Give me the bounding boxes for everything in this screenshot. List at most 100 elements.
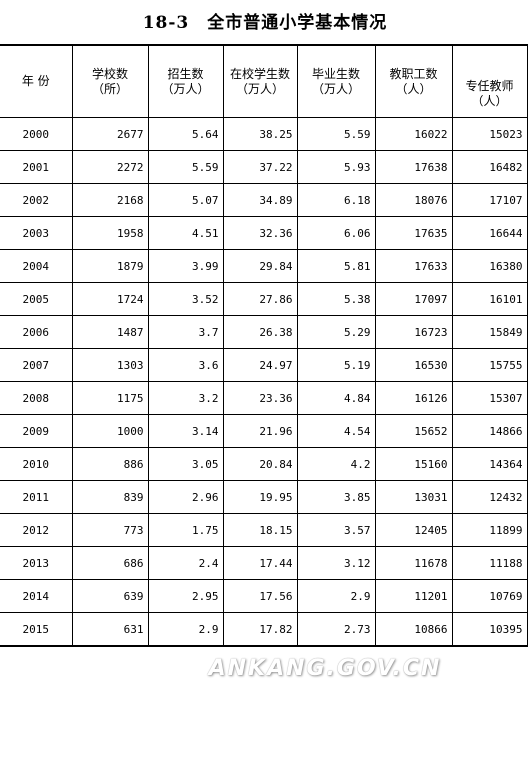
cell-staff: 16126 (375, 381, 453, 415)
cell-schools: 639 (72, 579, 149, 613)
cell-year: 2001 (0, 150, 73, 184)
page-title: 18-3 全市普通小学基本情况 (142, 13, 388, 33)
cell-schools: 2677 (72, 117, 149, 151)
cell-staff: 17635 (375, 216, 453, 250)
cell-enrollment: 3.14 (148, 414, 224, 448)
cell-graduates: 2.9 (297, 579, 376, 613)
cell-year: 2005 (0, 282, 73, 316)
cell-graduates: 5.38 (297, 282, 376, 316)
table-row: 2009 1000 3.14 21.96 4.54 15652 14866 (0, 414, 528, 448)
cell-teachers: 17107 (452, 183, 528, 217)
cell-enrollment: 2.4 (148, 546, 224, 580)
table-row: 2007 1303 3.6 24.97 5.19 16530 15755 (0, 348, 528, 382)
header-schools: 学校数 （所） (72, 44, 149, 118)
cell-enrollment: 2.96 (148, 480, 224, 514)
cell-students: 27.86 (223, 282, 298, 316)
cell-year: 2014 (0, 579, 73, 613)
cell-teachers: 11188 (452, 546, 528, 580)
cell-schools: 2272 (72, 150, 149, 184)
cell-students: 19.95 (223, 480, 298, 514)
cell-teachers: 12432 (452, 480, 528, 514)
stats-table: 年 份 学校数 （所） 招生数 （万人） 在校学生数 （万人） 毕业生数 （万人） 教职… (0, 44, 528, 647)
cell-students: 34.89 (223, 183, 298, 217)
cell-year: 2010 (0, 447, 73, 481)
cell-year: 2003 (0, 216, 73, 250)
cell-schools: 2168 (72, 183, 149, 217)
cell-staff: 18076 (375, 183, 453, 217)
cell-teachers: 11899 (452, 513, 528, 547)
cell-staff: 15652 (375, 414, 453, 448)
cell-teachers: 16482 (452, 150, 528, 184)
table-row: 2005 1724 3.52 27.86 5.38 17097 16101 (0, 282, 528, 316)
cell-graduates: 3.57 (297, 513, 376, 547)
cell-students: 17.56 (223, 579, 298, 613)
cell-teachers: 16644 (452, 216, 528, 250)
table-row: 2010 886 3.05 20.84 4.2 15160 14364 (0, 447, 528, 481)
cell-year: 2000 (0, 117, 73, 151)
cell-year: 2012 (0, 513, 73, 547)
site-watermark: ANKANG.GOV.CN (208, 656, 442, 681)
header-teachers: 专任教师 （人） (452, 44, 528, 118)
cell-students: 17.44 (223, 546, 298, 580)
cell-teachers: 15023 (452, 117, 528, 151)
table-row: 2003 1958 4.51 32.36 6.06 17635 16644 (0, 216, 528, 250)
cell-enrollment: 3.7 (148, 315, 224, 349)
cell-schools: 773 (72, 513, 149, 547)
cell-schools: 839 (72, 480, 149, 514)
cell-staff: 12405 (375, 513, 453, 547)
cell-enrollment: 3.05 (148, 447, 224, 481)
cell-schools: 1879 (72, 249, 149, 283)
cell-students: 21.96 (223, 414, 298, 448)
cell-students: 23.36 (223, 381, 298, 415)
cell-enrollment: 4.51 (148, 216, 224, 250)
cell-teachers: 14866 (452, 414, 528, 448)
cell-enrollment: 3.99 (148, 249, 224, 283)
cell-staff: 17633 (375, 249, 453, 283)
cell-students: 18.15 (223, 513, 298, 547)
cell-year: 2009 (0, 414, 73, 448)
cell-staff: 17097 (375, 282, 453, 316)
cell-schools: 1303 (72, 348, 149, 382)
header-graduates: 毕业生数 （万人） (297, 44, 376, 118)
cell-enrollment: 3.52 (148, 282, 224, 316)
cell-year: 2015 (0, 612, 73, 647)
cell-graduates: 4.2 (297, 447, 376, 481)
table-row: 2014 639 2.95 17.56 2.9 11201 10769 (0, 579, 528, 613)
cell-graduates: 3.12 (297, 546, 376, 580)
cell-year: 2008 (0, 381, 73, 415)
cell-staff: 11201 (375, 579, 453, 613)
table-row: 2002 2168 5.07 34.89 6.18 18076 17107 (0, 183, 528, 217)
cell-graduates: 6.06 (297, 216, 376, 250)
table-row: 2001 2272 5.59 37.22 5.93 17638 16482 (0, 150, 528, 184)
cell-schools: 1175 (72, 381, 149, 415)
table-row: 2015 631 2.9 17.82 2.73 10866 10395 (0, 612, 528, 647)
cell-schools: 1958 (72, 216, 149, 250)
cell-year: 2007 (0, 348, 73, 382)
cell-graduates: 5.19 (297, 348, 376, 382)
cell-students: 20.84 (223, 447, 298, 481)
cell-students: 26.38 (223, 315, 298, 349)
cell-enrollment: 1.75 (148, 513, 224, 547)
table-row: 2000 2677 5.64 38.25 5.59 16022 15023 (0, 117, 528, 151)
cell-graduates: 5.93 (297, 150, 376, 184)
cell-graduates: 5.29 (297, 315, 376, 349)
cell-staff: 16530 (375, 348, 453, 382)
header-staff: 教职工数 （人） (375, 44, 453, 118)
cell-graduates: 5.59 (297, 117, 376, 151)
cell-enrollment: 5.64 (148, 117, 224, 151)
table-body: 2000 2677 5.64 38.25 5.59 16022 15023 2001 2272 5… (0, 117, 528, 647)
cell-staff: 16723 (375, 315, 453, 349)
cell-year: 2006 (0, 315, 73, 349)
cell-schools: 886 (72, 447, 149, 481)
cell-enrollment: 2.9 (148, 612, 224, 647)
cell-graduates: 4.54 (297, 414, 376, 448)
table-row: 2012 773 1.75 18.15 3.57 12405 11899 (0, 513, 528, 547)
cell-students: 24.97 (223, 348, 298, 382)
cell-graduates: 5.81 (297, 249, 376, 283)
cell-year: 2004 (0, 249, 73, 283)
table-row: 2011 839 2.96 19.95 3.85 13031 12432 (0, 480, 528, 514)
cell-graduates: 6.18 (297, 183, 376, 217)
cell-teachers: 15307 (452, 381, 528, 415)
cell-schools: 1000 (72, 414, 149, 448)
cell-staff: 11678 (375, 546, 453, 580)
